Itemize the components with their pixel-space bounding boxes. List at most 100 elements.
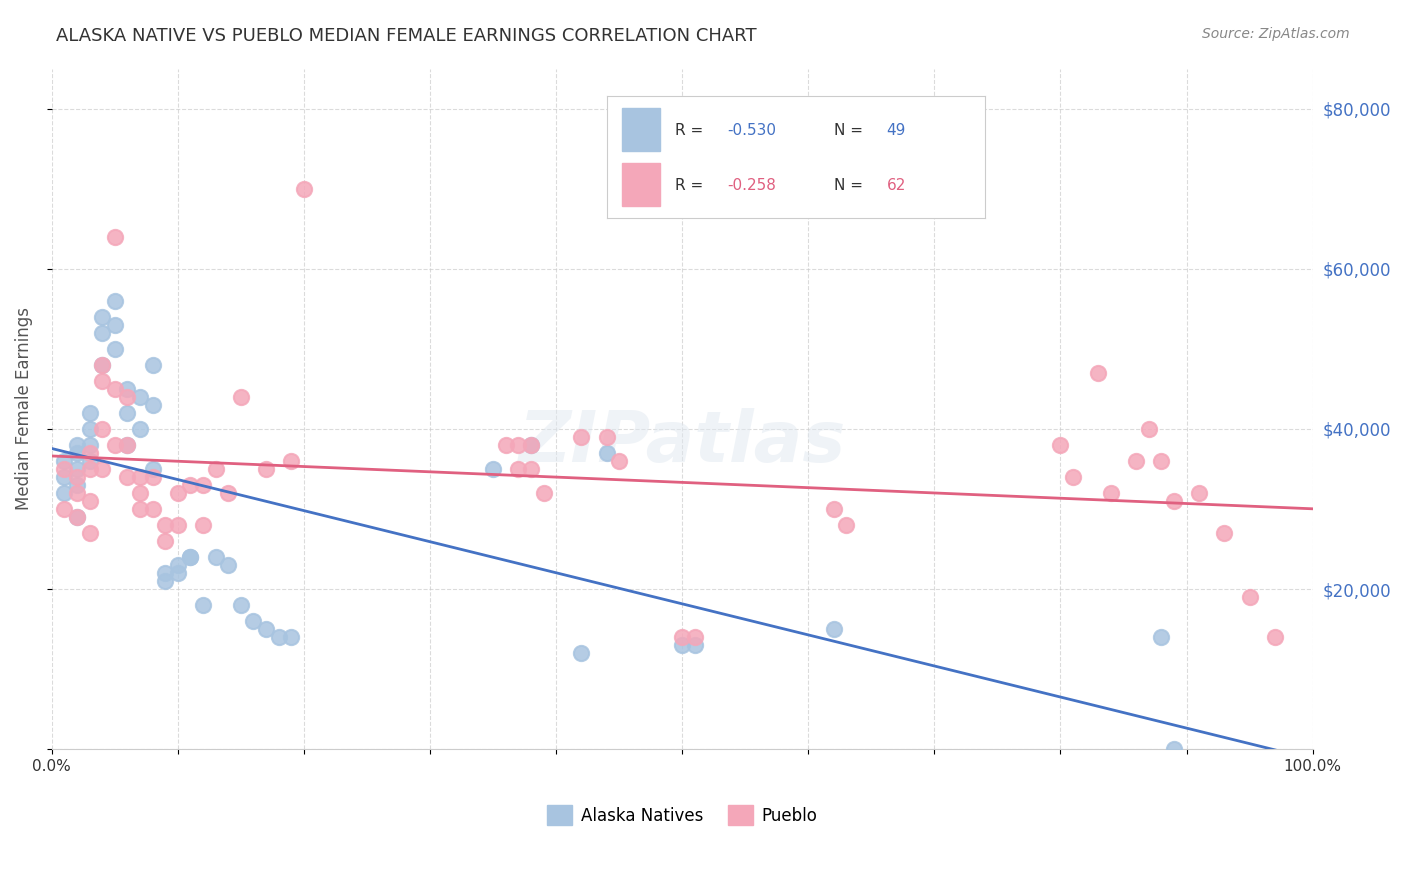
Text: Source: ZipAtlas.com: Source: ZipAtlas.com: [1202, 27, 1350, 41]
Point: [508, 462, 530, 476]
Point: [217, 486, 239, 500]
Point: [835, 518, 858, 533]
Point: [91, 310, 114, 324]
Point: [242, 614, 264, 628]
Point: [166, 558, 188, 572]
Point: [155, 574, 177, 588]
Point: [204, 462, 226, 476]
Point: [1188, 486, 1211, 500]
Point: [191, 518, 214, 533]
Point: [66, 438, 89, 452]
Point: [117, 390, 139, 404]
Point: [79, 526, 101, 541]
Point: [204, 549, 226, 564]
Point: [191, 598, 214, 612]
Point: [1125, 454, 1147, 468]
Point: [1099, 486, 1122, 500]
Point: [179, 478, 201, 492]
Point: [142, 358, 165, 372]
Point: [217, 558, 239, 572]
Point: [607, 454, 630, 468]
Point: [117, 438, 139, 452]
Point: [520, 438, 543, 452]
Point: [66, 462, 89, 476]
Point: [53, 470, 76, 484]
Point: [229, 390, 252, 404]
Point: [1087, 366, 1109, 380]
Point: [142, 502, 165, 516]
Point: [823, 502, 845, 516]
Point: [1163, 494, 1185, 508]
Point: [1137, 422, 1160, 436]
Point: [671, 630, 693, 644]
Point: [79, 422, 101, 436]
Point: [569, 646, 592, 660]
Point: [104, 438, 127, 452]
Point: [79, 494, 101, 508]
Point: [1213, 526, 1236, 541]
Point: [129, 470, 152, 484]
Point: [166, 486, 188, 500]
Point: [129, 422, 152, 436]
Point: [191, 478, 214, 492]
Point: [1264, 630, 1286, 644]
Point: [595, 430, 617, 444]
Point: [117, 406, 139, 420]
Point: [91, 422, 114, 436]
Point: [53, 454, 76, 468]
Point: [129, 502, 152, 516]
Point: [254, 462, 277, 476]
Point: [482, 462, 505, 476]
Point: [91, 358, 114, 372]
Point: [66, 510, 89, 524]
Point: [66, 478, 89, 492]
Point: [91, 374, 114, 388]
Point: [66, 470, 89, 484]
Point: [495, 438, 517, 452]
Point: [229, 598, 252, 612]
Point: [79, 438, 101, 452]
Point: [66, 446, 89, 460]
Point: [79, 462, 101, 476]
Point: [53, 486, 76, 500]
Point: [1163, 742, 1185, 756]
Point: [508, 438, 530, 452]
Point: [91, 326, 114, 340]
Point: [117, 470, 139, 484]
Point: [520, 438, 543, 452]
Point: [79, 454, 101, 468]
Point: [533, 486, 555, 500]
Point: [595, 446, 617, 460]
Point: [179, 549, 201, 564]
Point: [53, 462, 76, 476]
Point: [155, 518, 177, 533]
Point: [823, 622, 845, 636]
Point: [280, 454, 302, 468]
Point: [1062, 470, 1084, 484]
Point: [1049, 438, 1071, 452]
Point: [155, 566, 177, 580]
Text: ALASKA NATIVE VS PUEBLO MEDIAN FEMALE EARNINGS CORRELATION CHART: ALASKA NATIVE VS PUEBLO MEDIAN FEMALE EA…: [56, 27, 756, 45]
Point: [142, 398, 165, 412]
Point: [520, 462, 543, 476]
Point: [166, 566, 188, 580]
Point: [104, 318, 127, 332]
Point: [683, 630, 706, 644]
Point: [683, 638, 706, 652]
Point: [104, 229, 127, 244]
Point: [267, 630, 290, 644]
Point: [155, 533, 177, 548]
Point: [254, 622, 277, 636]
Point: [104, 382, 127, 396]
Point: [1239, 590, 1261, 604]
Point: [104, 342, 127, 356]
Point: [1150, 454, 1173, 468]
Point: [1150, 630, 1173, 644]
Point: [280, 630, 302, 644]
Text: ZIPatlas: ZIPatlas: [519, 409, 846, 477]
Point: [53, 502, 76, 516]
Point: [292, 181, 315, 195]
Point: [104, 293, 127, 308]
Point: [79, 406, 101, 420]
Point: [91, 358, 114, 372]
